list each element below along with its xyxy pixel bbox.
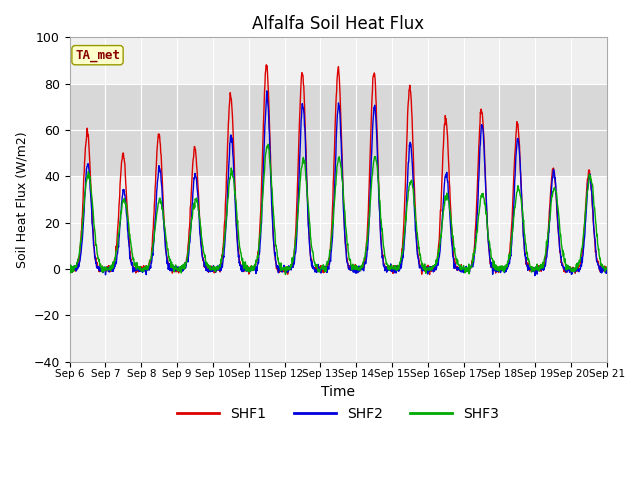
SHF2: [422, 265, 429, 271]
X-axis label: Time: Time: [321, 385, 355, 399]
SHF2: [245, 265, 253, 271]
Line: SHF1: SHF1: [70, 65, 607, 275]
SHF2: [263, 88, 271, 94]
SHF3: [264, 141, 272, 147]
SHF1: [172, 269, 180, 275]
Line: SHF3: SHF3: [70, 144, 607, 275]
SHF1: [245, 269, 253, 275]
SHF2: [172, 265, 180, 271]
SHF2: [531, 273, 539, 278]
SHF3: [493, 263, 500, 268]
Text: TA_met: TA_met: [75, 48, 120, 62]
SHF2: [540, 266, 548, 272]
SHF2: [66, 262, 74, 268]
SHF3: [603, 264, 611, 270]
SHF1: [540, 261, 548, 266]
SHF1: [426, 272, 433, 277]
SHF1: [603, 266, 611, 272]
SHF2: [492, 269, 500, 275]
SHF1: [66, 263, 74, 269]
SHF3: [422, 266, 430, 272]
Line: SHF2: SHF2: [70, 91, 607, 276]
SHF1: [493, 267, 500, 273]
SHF3: [282, 272, 289, 277]
SHF2: [603, 265, 611, 271]
SHF3: [540, 261, 548, 266]
SHF3: [66, 264, 74, 270]
SHF3: [172, 265, 180, 271]
SHF1: [262, 62, 270, 68]
Legend: SHF1, SHF2, SHF3: SHF1, SHF2, SHF3: [172, 401, 505, 426]
SHF1: [186, 227, 193, 233]
Bar: [70, 84, 607, 177]
SHF3: [245, 264, 253, 270]
SHF1: [422, 268, 429, 274]
SHF2: [186, 245, 193, 251]
Title: Alfalfa Soil Heat Flux: Alfalfa Soil Heat Flux: [252, 15, 424, 33]
Y-axis label: Soil Heat Flux (W/m2): Soil Heat Flux (W/m2): [15, 131, 28, 268]
SHF3: [186, 241, 193, 247]
